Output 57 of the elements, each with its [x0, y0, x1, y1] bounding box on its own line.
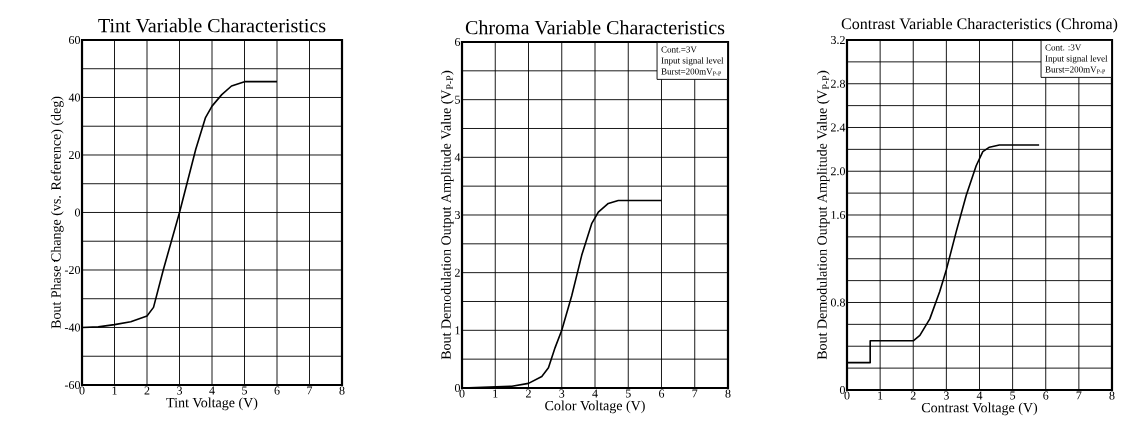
chart-title: Tint Variable Characteristics	[98, 18, 326, 33]
x-tick-label: 6	[1043, 391, 1049, 400]
y-tick-label: 20	[69, 150, 81, 160]
y-tick-label: 3	[455, 210, 461, 220]
x-tick-label: 7	[692, 389, 698, 398]
x-tick-label: 4	[592, 389, 598, 398]
x-tick-label: 8	[1109, 391, 1115, 400]
annotation: Cont. :3V	[1045, 44, 1082, 51]
x-tick-label: 4	[209, 386, 215, 395]
y-axis-title: Bout Phase Change (vs. Reference) (deg)	[50, 96, 64, 329]
y-tick-label: 40	[68, 93, 81, 102]
y-tick-label: 2	[455, 268, 460, 277]
y-tick-label: 4	[454, 153, 461, 162]
x-tick-label: 5	[1010, 391, 1016, 400]
annotation: Input signal level	[661, 57, 724, 66]
x-tick-label: 7	[307, 386, 313, 395]
y-tick-label: 1.6	[831, 210, 846, 220]
chart-title: Contrast Variable Characteristics (Chroma)	[841, 17, 1118, 33]
x-tick-label: 5	[625, 389, 631, 398]
y-axis-title: Bout Demodulation Output Amplitude Value (V$_{P-P}$)	[816, 70, 830, 360]
x-axis-title: Contrast Voltage (V)	[921, 402, 1038, 416]
x-tick-label: 8	[339, 386, 345, 395]
x-tick-label: 3	[943, 391, 949, 400]
y-tick-label: 5	[455, 95, 461, 104]
annotation: Input signal level	[1045, 55, 1108, 64]
x-tick-label: 7	[1076, 391, 1082, 400]
annotation: Burst=200mV$_{P-P}$	[1045, 66, 1106, 74]
y-tick-label: 2.8	[831, 79, 846, 88]
chart-title: Chroma Variable Characteristics	[465, 20, 725, 35]
y-tick-label: 6	[454, 37, 461, 47]
x-tick-label: 6	[659, 389, 665, 398]
y-tick-label: 0	[74, 208, 81, 217]
x-tick-label: 1	[112, 386, 117, 395]
x-axis-title: Tint Voltage (V)	[166, 397, 258, 411]
x-axis-title: Color Voltage (V)	[545, 400, 645, 414]
y-axis-title: Bout Demodulation Output Amplitude Value (V$_{P-P}$)	[440, 70, 454, 360]
x-tick-label: 1	[878, 391, 883, 400]
x-tick-label: 6	[274, 386, 280, 395]
y-tick-label: 2.4	[831, 123, 846, 132]
y-tick-label: 60	[69, 35, 81, 45]
annotation: Cont.=3V	[661, 46, 697, 53]
x-tick-label: 8	[725, 389, 731, 398]
x-tick-label: 1	[493, 389, 498, 398]
y-tick-label: -20	[64, 265, 81, 275]
y-tick-label: 3.2	[831, 35, 845, 45]
x-tick-label: 2	[526, 389, 531, 398]
x-tick-label: 3	[177, 386, 183, 395]
y-tick-label: -40	[64, 323, 81, 332]
x-tick-label: 4	[976, 391, 983, 400]
x-tick-label: 3	[559, 389, 565, 398]
x-tick-label: 2	[144, 386, 150, 395]
y-tick-label: 2.0	[831, 167, 846, 176]
y-tick-label: 0.8	[830, 298, 846, 307]
y-tick-label: 1	[455, 326, 460, 335]
x-tick-label: 2	[910, 391, 916, 400]
annotation: Burst=200mV$_{P-P}$	[661, 68, 722, 76]
x-tick-label: 5	[242, 386, 248, 395]
